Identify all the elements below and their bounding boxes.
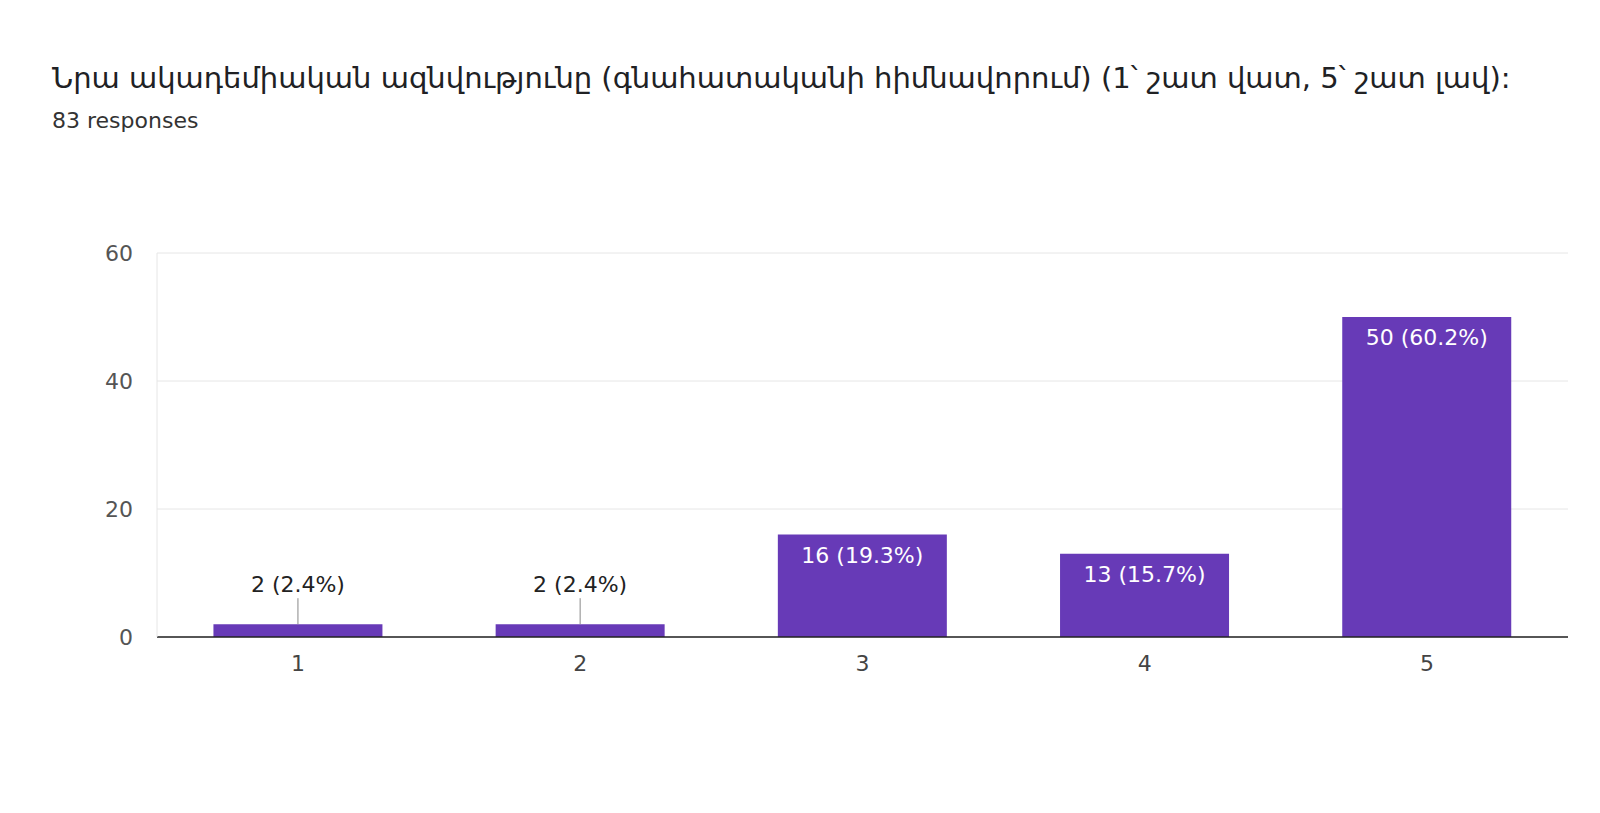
svg-text:2: 2 [573,651,587,676]
svg-text:20: 20 [105,497,133,522]
html-text:Նրա ակադեմիական ազնվությունը (: Նրա ակադեմիական ազնվությունը (գնահատական… [52,61,1511,95]
svg-text:0: 0 [119,625,133,650]
svg-text:5: 5 [1420,651,1434,676]
svg-text:60: 60 [105,241,133,266]
svg-text:3: 3 [856,651,870,676]
svg-text:50 (60.2%): 50 (60.2%) [1366,325,1488,350]
svg-text:4: 4 [1138,651,1152,676]
svg-text:2 (2.4%): 2 (2.4%) [251,572,345,597]
svg-text:2 (2.4%): 2 (2.4%) [533,572,627,597]
svg-text:16 (19.3%): 16 (19.3%) [801,543,923,568]
html-text:83 responses: 83 responses [52,108,199,133]
svg-text:1: 1 [291,651,305,676]
svg-text:13 (15.7%): 13 (15.7%) [1084,562,1206,587]
svg-text:40: 40 [105,369,133,394]
